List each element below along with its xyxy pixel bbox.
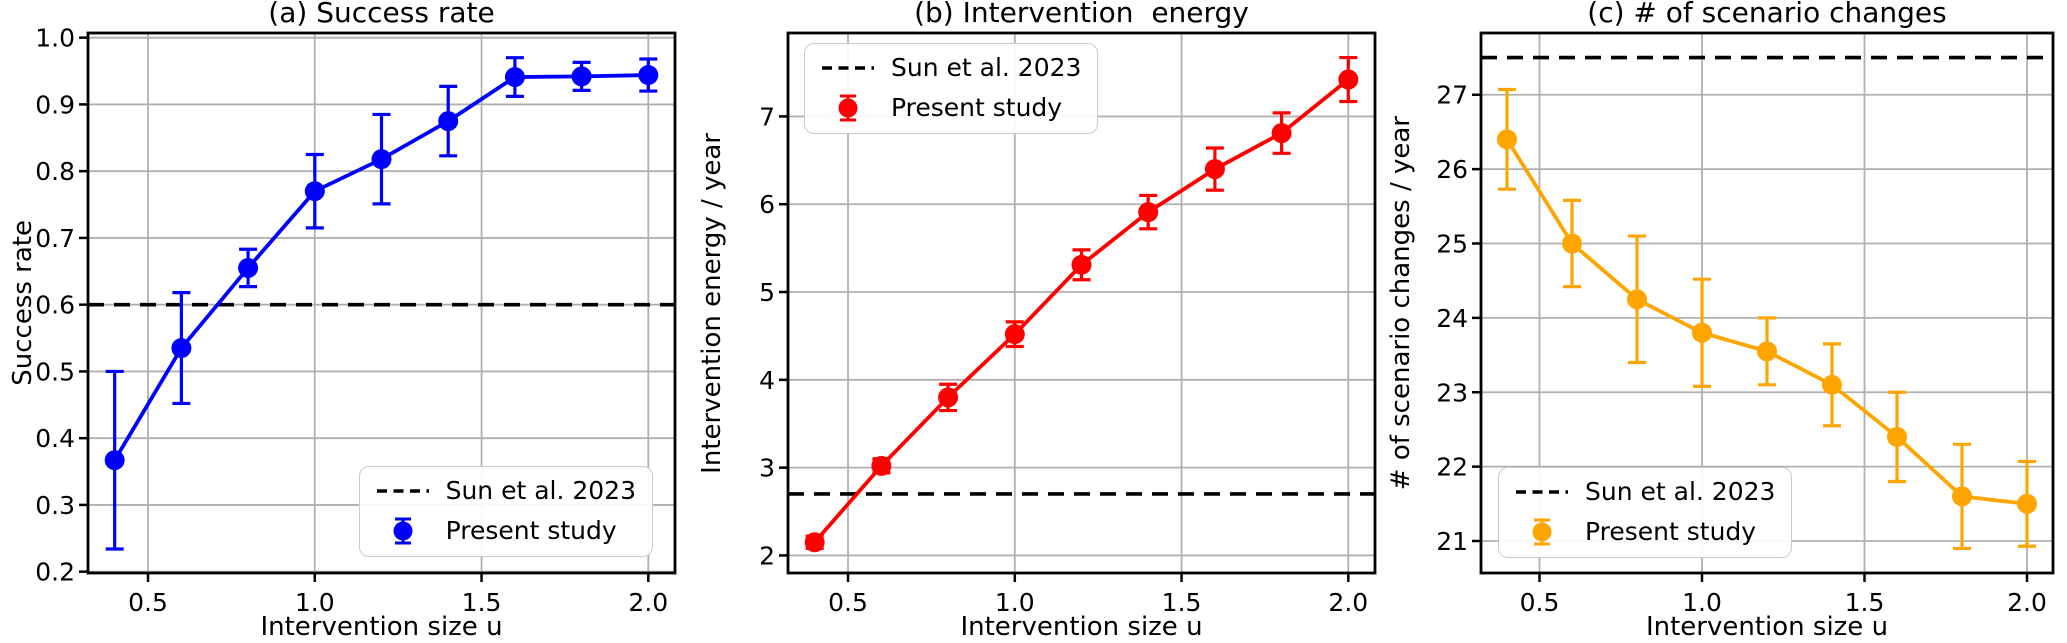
svg-text:24: 24 (1436, 304, 1468, 333)
svg-text:21: 21 (1436, 527, 1468, 556)
subplot-a-axes-overlay: Sun et al. 2023 Present study (88, 33, 675, 573)
legend-label-baseline: Sun et al. 2023 (1585, 477, 1776, 506)
svg-text:2.0: 2.0 (1328, 588, 1368, 617)
svg-text:0.7: 0.7 (35, 224, 75, 253)
subplot-b-legend: Sun et al. 2023 Present study (804, 43, 1099, 134)
svg-text:27: 27 (1436, 81, 1468, 110)
legend-item-series: Present study (376, 515, 636, 547)
subplot-b-axes-overlay: Sun et al. 2023 Present study (788, 33, 1375, 573)
legend-label-series: Present study (891, 93, 1063, 122)
svg-text:1.0: 1.0 (35, 24, 75, 53)
svg-text:26: 26 (1436, 155, 1468, 184)
svg-text:4: 4 (759, 366, 775, 395)
legend-item-baseline: Sun et al. 2023 (376, 476, 636, 506)
legend-item-series: Present study (821, 92, 1081, 124)
legend-item-series: Present study (1515, 516, 1775, 548)
svg-text:6: 6 (759, 190, 775, 219)
svg-text:0.9: 0.9 (35, 90, 75, 119)
subplot-c-legend: Sun et al. 2023 Present study (1498, 467, 1793, 558)
dashed-line-sample-icon (1516, 490, 1568, 494)
svg-text:0.5: 0.5 (1520, 588, 1560, 617)
svg-text:0.2: 0.2 (35, 558, 75, 587)
legend-item-baseline: Sun et al. 2023 (821, 53, 1081, 83)
legend-label-series: Present study (445, 516, 617, 545)
svg-text:1.5: 1.5 (462, 588, 502, 617)
subplot-c-axes-overlay: Sun et al. 2023 Present study (1481, 33, 2053, 573)
legend-label-baseline: Sun et al. 2023 (445, 476, 636, 505)
subplot-c-plot-area: 0.5 1.0 1.5 2.0 21 22 23 24 25 26 27 (1436, 31, 2055, 617)
svg-text:1.0: 1.0 (295, 588, 335, 617)
svg-text:1.0: 1.0 (1682, 588, 1722, 617)
subplot-b-title: (b) Intervention energy (914, 0, 1249, 29)
errorbar-marker-sample-icon (1532, 518, 1552, 546)
svg-text:0.6: 0.6 (35, 291, 75, 320)
legend-label-baseline: Sun et al. 2023 (891, 53, 1082, 82)
svg-text:1.5: 1.5 (1845, 588, 1885, 617)
legend-item-baseline: Sun et al. 2023 (1515, 477, 1775, 507)
legend-label-series: Present study (1585, 517, 1757, 546)
svg-text:0.3: 0.3 (35, 491, 75, 520)
dashed-line-sample-icon (376, 489, 429, 493)
subplot-intervention-energy: (b) Intervention energy Intervention ene… (689, 0, 1378, 643)
svg-text:3: 3 (759, 454, 775, 483)
subplot-success-rate: (a) Success rate Success rate 0.5 1.0 1.5 2… (0, 0, 689, 643)
errorbar-marker-sample-icon (838, 94, 858, 122)
subplot-a-title: (a) Success rate (268, 0, 495, 29)
svg-text:0.5: 0.5 (35, 357, 75, 386)
svg-text:0.8: 0.8 (35, 157, 75, 186)
subplot-c-title: (c) # of scenario changes (1587, 0, 1947, 29)
svg-text:7: 7 (759, 102, 775, 131)
subplot-a-xlabel: Intervention size u (260, 612, 503, 642)
subplot-c-xlabel: Intervention size u (1645, 612, 1889, 642)
subplot-a-legend: Sun et al. 2023 Present study (358, 466, 653, 557)
svg-text:0.5: 0.5 (828, 588, 868, 617)
svg-text:25: 25 (1436, 229, 1468, 258)
svg-text:1.0: 1.0 (995, 588, 1035, 617)
dashed-line-sample-icon (822, 66, 874, 70)
svg-text:1.5: 1.5 (1162, 588, 1202, 617)
subplot-scenario-changes: (c) # of scenario changes # of scenario … (1378, 0, 2067, 643)
svg-text:23: 23 (1436, 378, 1468, 407)
svg-text:0.4: 0.4 (35, 424, 75, 453)
svg-text:5: 5 (759, 278, 775, 307)
errorbar-marker-sample-icon (393, 517, 413, 545)
svg-text:22: 22 (1436, 453, 1468, 482)
svg-text:0.5: 0.5 (128, 588, 168, 617)
svg-text:2.0: 2.0 (628, 588, 668, 617)
svg-text:2: 2 (759, 541, 775, 570)
svg-text:2.0: 2.0 (2007, 588, 2047, 617)
subplot-a-plot-area: 0.5 1.0 1.5 2.0 0.2 0.3 0.4 0.5 0.6 0.7 0.8 0.9 1.0 (35, 24, 677, 617)
subplot-b-xlabel: Intervention size u (960, 612, 1203, 642)
